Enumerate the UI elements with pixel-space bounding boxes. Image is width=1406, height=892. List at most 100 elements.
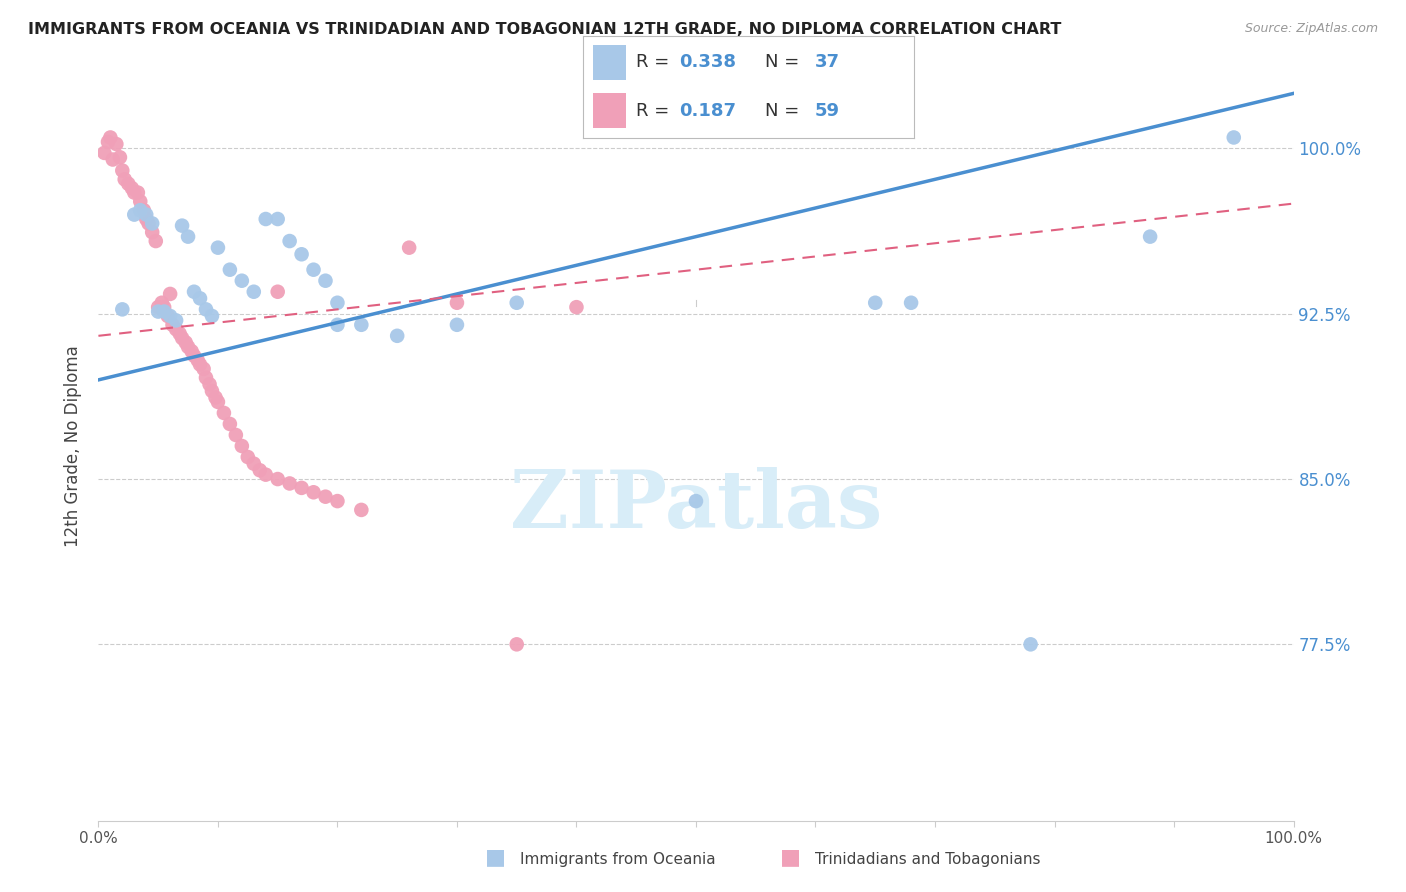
Point (204, 391, 226, 405)
Point (138, 216, 160, 230)
Point (326, 494, 349, 508)
Point (249, 463, 271, 477)
Point (141, 216, 163, 230)
Point (219, 262, 242, 277)
Point (291, 481, 314, 495)
Point (201, 384, 224, 398)
Point (174, 335, 197, 350)
Point (565, 300, 588, 314)
Point (97, 135, 120, 149)
Text: N =: N = (765, 102, 806, 120)
Point (236, 450, 259, 464)
Point (141, 225, 163, 239)
Point (135, 208, 157, 222)
Point (231, 439, 253, 453)
Text: 0.338: 0.338 (679, 54, 737, 71)
Point (148, 300, 170, 314)
Text: IMMIGRANTS FROM OCEANIA VS TRINIDADIAN AND TOBAGONIAN 12TH GRADE, NO DIPLOMA COR: IMMIGRANTS FROM OCEANIA VS TRINIDADIAN A… (28, 22, 1062, 37)
Text: Immigrants from Oceania: Immigrants from Oceania (520, 852, 716, 867)
Point (124, 186, 146, 200)
Point (685, 494, 707, 508)
Point (315, 274, 337, 288)
Point (506, 637, 529, 651)
Point (153, 304, 176, 318)
Point (1019, 637, 1042, 651)
Point (172, 219, 194, 233)
Point (111, 302, 134, 317)
Text: ■: ■ (485, 847, 506, 867)
Point (243, 457, 266, 471)
Point (111, 163, 134, 178)
Point (302, 262, 325, 277)
Bar (593, 93, 627, 128)
Point (865, 295, 887, 310)
Point (183, 285, 205, 299)
Text: Trinidadians and Tobagonians: Trinidadians and Tobagonians (815, 852, 1040, 867)
Point (207, 395, 229, 409)
Point (183, 349, 205, 363)
Point (231, 274, 253, 288)
Point (195, 302, 218, 317)
Point (900, 295, 922, 310)
Point (1139, 229, 1161, 244)
Point (180, 344, 202, 359)
Point (169, 326, 191, 341)
Point (145, 234, 167, 248)
Y-axis label: 12th Grade, No Diploma: 12th Grade, No Diploma (65, 345, 83, 547)
Point (1223, 130, 1246, 145)
Point (117, 177, 139, 191)
Text: ■: ■ (780, 847, 801, 867)
Point (446, 295, 468, 310)
Point (124, 208, 146, 222)
Text: R =: R = (637, 102, 675, 120)
Text: N =: N = (765, 54, 806, 71)
Point (187, 353, 209, 368)
Point (129, 203, 152, 218)
Point (315, 490, 337, 504)
Point (350, 318, 373, 332)
Point (446, 318, 468, 332)
Point (267, 212, 290, 227)
Point (159, 309, 181, 323)
Text: R =: R = (637, 54, 675, 71)
Point (398, 241, 420, 255)
Point (172, 331, 194, 345)
Point (150, 295, 173, 310)
Text: 37: 37 (815, 54, 839, 71)
Point (193, 362, 215, 376)
Point (177, 229, 200, 244)
Point (165, 313, 187, 327)
Point (207, 241, 229, 255)
Point (219, 417, 242, 431)
Point (225, 428, 247, 442)
Point (254, 467, 277, 482)
Point (291, 247, 314, 261)
Point (127, 186, 149, 200)
Point (278, 234, 301, 248)
Point (165, 322, 187, 336)
Point (326, 295, 349, 310)
Point (132, 203, 155, 218)
Point (278, 476, 301, 491)
Point (188, 358, 211, 372)
Point (153, 300, 176, 314)
Point (195, 370, 218, 384)
Point (212, 406, 235, 420)
Text: Source: ZipAtlas.com: Source: ZipAtlas.com (1244, 22, 1378, 36)
Point (201, 309, 224, 323)
Point (188, 291, 211, 305)
Point (108, 150, 131, 164)
Point (135, 212, 157, 227)
Point (350, 503, 373, 517)
Point (198, 377, 221, 392)
Point (302, 485, 325, 500)
Point (101, 153, 124, 167)
Point (267, 472, 290, 486)
Point (385, 328, 409, 343)
Point (121, 181, 143, 195)
Point (267, 285, 290, 299)
Text: 59: 59 (815, 102, 839, 120)
Point (159, 287, 181, 301)
Point (93, 145, 115, 160)
Point (148, 304, 170, 318)
